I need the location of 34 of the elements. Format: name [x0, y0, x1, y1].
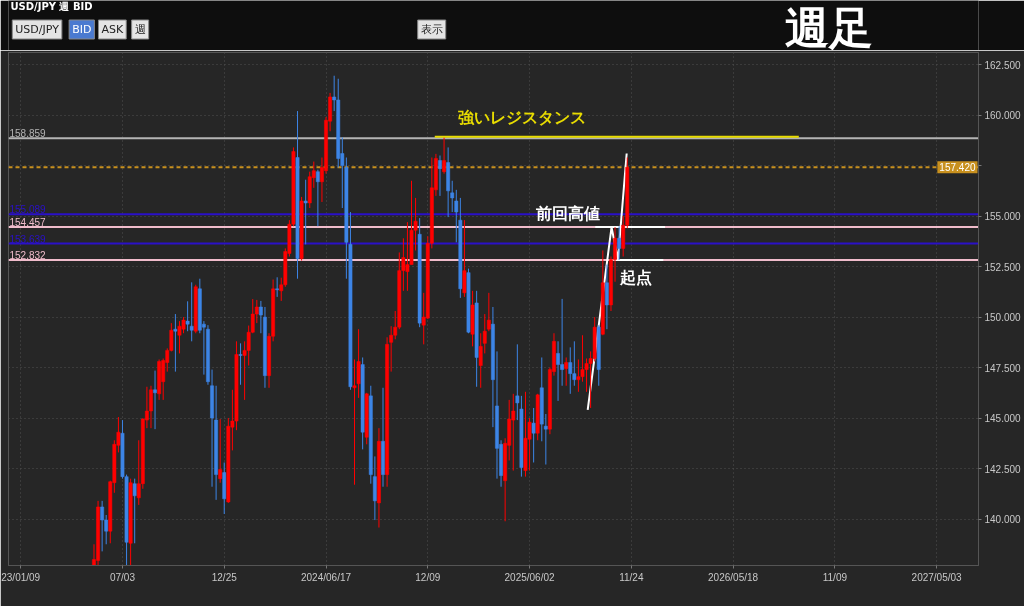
- chart-title: 週足: [784, 2, 873, 53]
- y-tick-label: 155.000: [984, 211, 1022, 223]
- x-tick-label: 23/01/09: [1, 571, 41, 583]
- y-tick-label: 160.000: [984, 110, 1022, 122]
- y-tick-label: 142.500: [984, 463, 1022, 475]
- y-tick-label: 152.500: [984, 261, 1022, 273]
- annotation: 起点: [618, 268, 652, 287]
- y-tick-label: 150.000: [984, 312, 1022, 324]
- y-tick-label: 145.000: [984, 413, 1022, 425]
- text: BID: [72, 23, 92, 36]
- text: ASK: [101, 23, 124, 36]
- text: 表示: [420, 23, 443, 36]
- ref-line-label: 153.639: [9, 233, 47, 245]
- ref-line-label: 158.859: [9, 128, 47, 140]
- x-tick-label: 2024/06/17: [300, 571, 352, 583]
- x-tick-label: 2025/06/02: [504, 571, 556, 583]
- text: 週: [134, 23, 146, 36]
- x-tick-label: 12/09: [415, 571, 441, 583]
- x-tick-label: 07/03: [109, 571, 136, 583]
- x-tick-label: 11/24: [619, 571, 644, 583]
- y-tick-label: 162.500: [984, 59, 1022, 71]
- x-tick-label: 11/09: [822, 571, 848, 583]
- ref-line-label: 152.832: [9, 249, 47, 261]
- annotation: 強いレジスタンス: [457, 108, 586, 127]
- y-tick-label: 140.000: [984, 514, 1022, 526]
- text: USD/JPY: [15, 23, 60, 36]
- ref-line-label: 155.089: [9, 204, 47, 216]
- x-tick-label: 12/25: [211, 571, 238, 583]
- ref-line-label: 157.420: [939, 162, 976, 174]
- x-tick-label: 2027/05/03: [911, 571, 963, 583]
- ref-line-label: 154.457: [9, 217, 47, 229]
- y-tick-label: 147.500: [984, 362, 1022, 374]
- chart-subtitle: USD/JPY 週 BID: [10, 1, 93, 12]
- x-tick-label: 2026/05/18: [708, 571, 759, 583]
